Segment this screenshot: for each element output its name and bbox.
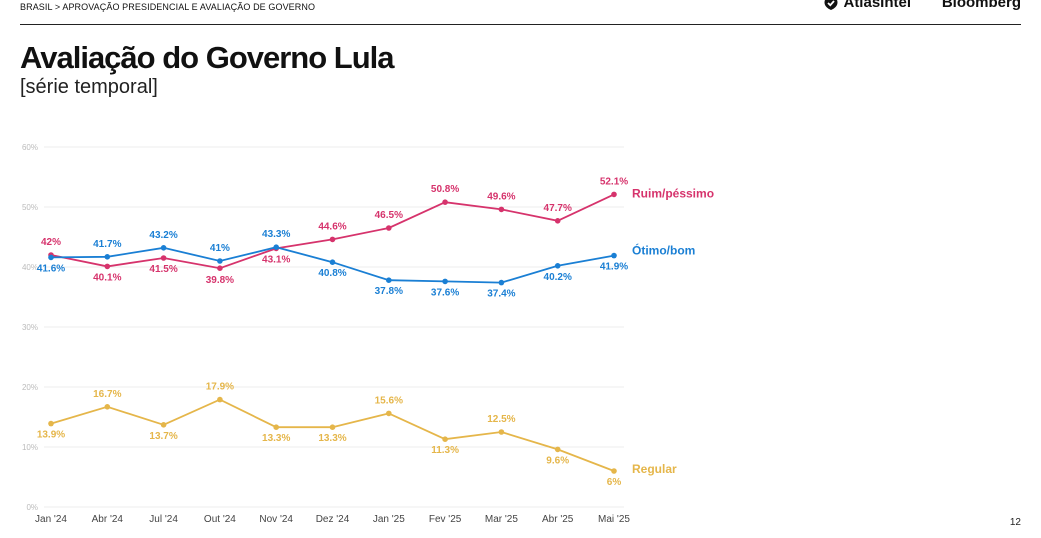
data-label-regular: 9.6% (546, 455, 569, 466)
data-label-otimo: 43.2% (149, 230, 177, 241)
data-label-regular: 15.6% (375, 395, 403, 406)
data-label-otimo: 37.4% (487, 289, 515, 300)
data-label-regular: 17.9% (206, 382, 234, 393)
x-tick-label: Jan '24 (35, 514, 67, 525)
data-point-ruim (160, 255, 167, 261)
data-point-ruim (611, 191, 617, 198)
data-label-otimo: 37.8% (375, 286, 403, 297)
atlas-logo-icon (824, 0, 838, 10)
brand-atlas-label: AtlasIntel (843, 0, 911, 11)
data-point-regular (160, 422, 167, 428)
data-point-otimo (217, 258, 223, 264)
header: BRASIL > APROVAÇÃO PRESIDENCIAL E AVALIA… (20, 0, 1021, 25)
data-point-otimo (273, 244, 280, 250)
x-tick-label: Mar '25 (485, 514, 518, 525)
x-tick-label: Abr '24 (92, 514, 124, 525)
x-tick-label: Fev '25 (429, 514, 462, 525)
data-label-otimo: 40.2% (544, 272, 572, 283)
data-label-regular: 6% (607, 477, 622, 488)
data-label-otimo: 37.6% (431, 287, 459, 298)
data-label-regular: 13.9% (37, 430, 65, 441)
data-point-otimo (104, 253, 111, 260)
legend-label-ruim: Ruim/péssimo (632, 186, 714, 200)
y-tick-label: 50% (22, 203, 38, 212)
data-point-ruim (217, 265, 223, 272)
data-label-ruim: 49.6% (487, 191, 515, 202)
x-tick-label: Nov '24 (259, 514, 293, 525)
data-label-otimo: 43.3% (262, 229, 290, 240)
data-point-regular (273, 424, 280, 431)
data-point-otimo (611, 252, 617, 259)
data-label-ruim: 40.1% (93, 272, 121, 283)
data-point-regular (48, 420, 54, 427)
y-tick-label: 60% (22, 143, 38, 152)
data-point-otimo (442, 278, 448, 285)
brand-atlasintel: AtlasIntel (823, 0, 911, 11)
data-point-regular (442, 436, 448, 443)
data-label-ruim: 47.7% (544, 203, 572, 214)
x-tick-label: Jul '24 (149, 514, 178, 525)
data-point-regular (386, 410, 392, 417)
y-tick-label: 20% (22, 383, 38, 392)
data-point-regular (498, 429, 505, 435)
data-point-otimo (498, 279, 505, 286)
data-label-regular: 16.7% (93, 389, 121, 400)
data-label-regular: 11.3% (431, 445, 459, 456)
data-label-ruim: 46.5% (375, 210, 403, 221)
data-label-otimo: 41.7% (93, 239, 121, 250)
data-point-ruim (498, 206, 505, 213)
data-point-regular (611, 468, 617, 474)
data-label-ruim: 50.8% (431, 184, 459, 195)
data-label-ruim: 52.1% (600, 176, 628, 187)
y-tick-label: 10% (22, 443, 38, 452)
page-title: Avaliação do Governo Lula (20, 40, 395, 75)
x-tick-label: Mai '25 (598, 514, 630, 525)
y-tick-label: 40% (22, 263, 38, 272)
data-point-otimo (160, 245, 167, 251)
data-label-otimo: 40.8% (318, 268, 346, 279)
x-tick-label: Dez '24 (316, 514, 350, 525)
legend-label-otimo: Ótimo/bom (632, 243, 695, 258)
data-label-otimo: 41.6% (37, 263, 65, 274)
data-point-otimo (48, 254, 54, 261)
data-point-ruim (386, 225, 392, 231)
page-number: 12 (1009, 517, 1021, 528)
data-point-regular (104, 404, 111, 410)
legend-label-regular: Regular (632, 462, 677, 476)
brand-bloomberg: Bloomberg (941, 0, 1021, 11)
y-tick-label: 30% (22, 323, 38, 332)
breadcrumb: BRASIL > APROVAÇÃO PRESIDENCIAL E AVALIA… (20, 2, 316, 12)
page-subtitle: [série temporal] (20, 76, 158, 98)
data-point-ruim (554, 218, 561, 224)
data-point-otimo (386, 277, 392, 284)
data-point-regular (554, 446, 561, 453)
x-tick-label: Jan '25 (373, 514, 405, 525)
data-label-otimo: 41.9% (600, 262, 628, 273)
data-label-ruim: 42% (41, 237, 61, 248)
data-point-otimo (329, 259, 336, 266)
x-tick-label: Abr '25 (542, 514, 574, 525)
data-point-ruim (442, 199, 448, 205)
data-label-ruim: 39.8% (206, 275, 234, 286)
data-label-ruim: 44.6% (318, 221, 346, 232)
y-tick-label: 0% (26, 503, 38, 512)
data-label-ruim: 43.1% (262, 254, 290, 265)
data-label-regular: 13.3% (318, 433, 346, 444)
data-point-regular (217, 396, 223, 403)
data-label-regular: 13.7% (149, 431, 177, 442)
data-point-otimo (554, 263, 561, 269)
data-label-otimo: 41% (210, 243, 230, 254)
data-label-regular: 12.5% (487, 414, 515, 425)
data-point-ruim (104, 263, 111, 270)
line-chart: 0% 10% 20% 30% 40% 50% 60% Jan '24 Abr '24 Jul '2… (22, 143, 714, 525)
data-point-ruim (329, 236, 336, 243)
data-label-ruim: 41.5% (149, 264, 177, 275)
data-point-regular (329, 424, 336, 431)
x-tick-label: Out '24 (204, 514, 236, 525)
data-label-regular: 13.3% (262, 433, 290, 444)
